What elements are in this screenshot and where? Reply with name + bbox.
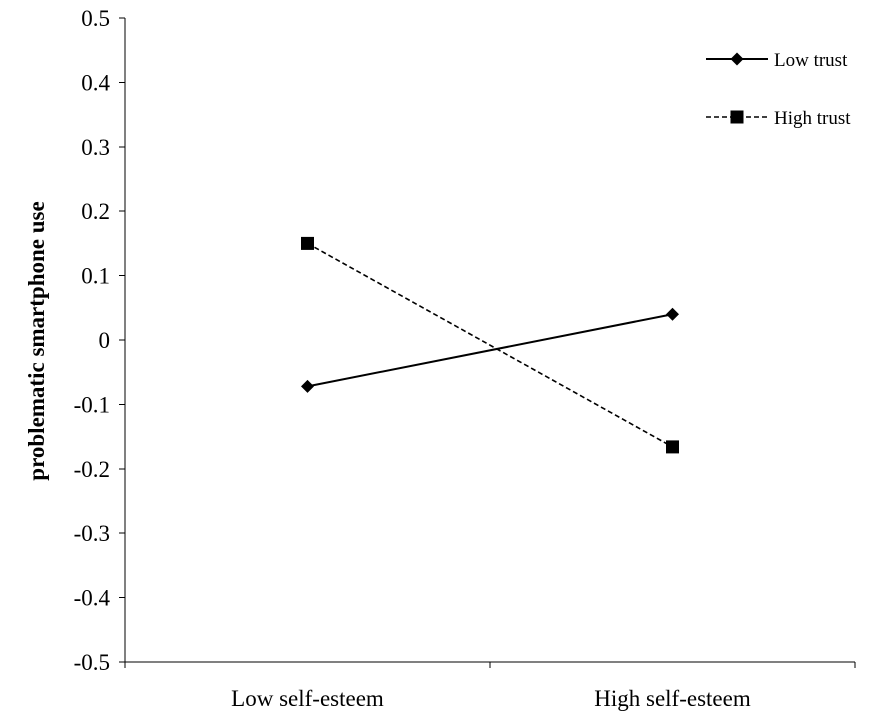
diamond-marker — [301, 379, 314, 393]
y-tick-label: 0.2 — [81, 199, 110, 224]
y-axis-label: problematic smartphone use — [24, 201, 49, 480]
series-layer — [301, 236, 679, 454]
y-tick-label: -0.1 — [74, 392, 110, 417]
y-tick-label: 0.5 — [81, 6, 110, 31]
x-category-label: High self-esteem — [594, 686, 751, 711]
y-tick-label: -0.2 — [74, 457, 110, 482]
y-tick-label: 0 — [99, 328, 111, 353]
legend-item: Low trust — [706, 50, 848, 71]
legend-square-marker — [730, 110, 744, 124]
legend-label: High trust — [774, 108, 851, 129]
series-line — [307, 313, 673, 388]
legend-label: Low trust — [774, 50, 848, 71]
y-tick-label: 0.1 — [81, 264, 110, 289]
x-category-label: Low self-esteem — [231, 686, 384, 711]
square-marker — [666, 440, 679, 454]
y-ticks: 0.5 0.4 0.3 0.2 0.1 0 -0.1 -0.2 -0.3 -0.4 -0.5 — [74, 6, 125, 675]
x-ticks: Low self-esteem High self-esteem — [124, 662, 856, 711]
legend-diamond-marker — [730, 52, 744, 66]
series-low-trust — [301, 307, 679, 393]
y-tick-label: 0.4 — [81, 70, 110, 95]
series-line — [307, 242, 673, 448]
y-tick-label: -0.3 — [74, 521, 110, 546]
square-marker — [301, 236, 314, 250]
y-tick-label: -0.5 — [74, 650, 110, 675]
y-tick-label: 0.3 — [81, 135, 110, 160]
legend-item: High trust — [706, 108, 851, 129]
y-tick-label: -0.4 — [74, 586, 111, 611]
diamond-marker — [666, 307, 679, 321]
legend: Low trust High trust — [706, 50, 851, 129]
series-high-trust — [301, 236, 679, 454]
